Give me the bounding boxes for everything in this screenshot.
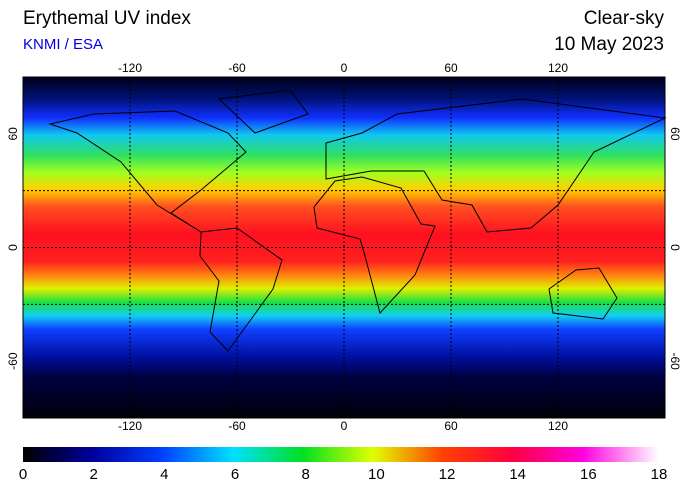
coastlines (48, 89, 667, 352)
lon-tick-label: -120 (118, 61, 142, 75)
colorbar-tick-label: 16 (580, 466, 597, 483)
lat-tick-label: 0 (6, 244, 20, 251)
lat-tick-label: 60 (668, 127, 682, 141)
date: 10 May 2023 (554, 34, 664, 55)
colorbar-tick-label: 14 (509, 466, 526, 483)
colorbar-tick-label: 8 (301, 466, 309, 483)
lon-tick-label: 0 (341, 419, 348, 433)
lon-tick-label: -60 (228, 419, 246, 433)
colorbar-tick-label: 10 (368, 466, 385, 483)
lon-tick-label: 0 (341, 61, 348, 75)
colorbar-tick-label: 4 (160, 466, 168, 483)
lon-tick-label: 120 (548, 419, 568, 433)
colorbar (23, 447, 659, 462)
lat-tick-label: -60 (6, 352, 20, 370)
lon-tick-label: 60 (444, 419, 458, 433)
title: Erythemal UV index (23, 8, 191, 29)
source: KNMI / ESA (23, 36, 103, 53)
lat-tick-label: 0 (668, 244, 682, 251)
colorbar-tick-label: 18 (651, 466, 668, 483)
mode: Clear-sky (584, 8, 665, 29)
lat-tick-label: -60 (668, 352, 682, 370)
lon-tick-label: 60 (444, 61, 458, 75)
lat-tick-label: 60 (6, 127, 20, 141)
colorbar-tick-label: 12 (439, 466, 456, 483)
lon-tick-label: 120 (548, 61, 568, 75)
colorbar-tick-label: 2 (89, 466, 97, 483)
colorbar-tick-label: 6 (231, 466, 239, 483)
map-frame (22, 76, 666, 419)
lon-tick-label: -120 (118, 419, 142, 433)
lon-tick-label: -60 (228, 61, 246, 75)
colorbar-tick-label: 0 (19, 466, 27, 483)
